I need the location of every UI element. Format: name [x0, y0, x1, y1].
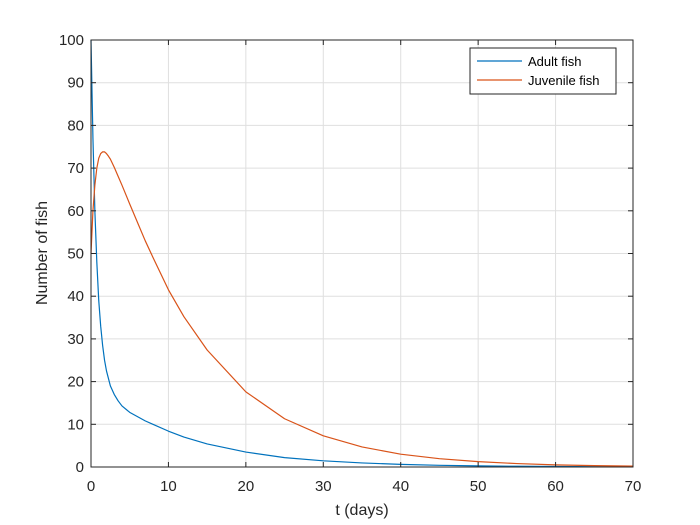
x-tick-label: 10: [160, 478, 177, 495]
x-tick-label: 20: [238, 478, 255, 495]
legend-label-juvenile-fish: Juvenile fish: [528, 73, 600, 88]
y-tick-label: 40: [67, 288, 84, 305]
x-tick-label: 0: [87, 478, 95, 495]
x-tick-label: 70: [625, 478, 642, 495]
y-tick-label: 70: [67, 160, 84, 177]
x-tick-label: 40: [392, 478, 409, 495]
axis-ticks: [90, 39, 634, 468]
y-tick-label: 0: [76, 459, 84, 476]
y-tick-label: 100: [59, 32, 84, 49]
y-tick-label: 80: [67, 117, 84, 134]
y-tick-label: 30: [67, 331, 84, 348]
legend-label-adult-fish: Adult fish: [528, 54, 581, 69]
grid: [91, 40, 633, 467]
legend: Adult fish Juvenile fish: [469, 47, 617, 95]
y-tick-label: 60: [67, 203, 84, 220]
y-axis-label: Number of fish: [34, 201, 51, 305]
tick-labels: 0 10 20 30 40 50 60 70 0 10 20 30 40 50 60 70 80 90 100: [59, 32, 641, 495]
y-tick-label: 10: [67, 416, 84, 433]
y-tick-label: 50: [67, 246, 84, 263]
series-line-juvenile-fish: [90, 151, 634, 467]
y-tick-label: 20: [67, 374, 84, 391]
series-line-adult-fish: [90, 39, 634, 468]
y-tick-label: 90: [67, 75, 84, 92]
x-tick-label: 50: [470, 478, 487, 495]
x-tick-label: 30: [315, 478, 332, 495]
legend-box: [469, 47, 617, 95]
x-tick-label: 60: [547, 478, 564, 495]
x-axis-label: t (days): [335, 502, 388, 519]
series-lines: [90, 39, 634, 468]
